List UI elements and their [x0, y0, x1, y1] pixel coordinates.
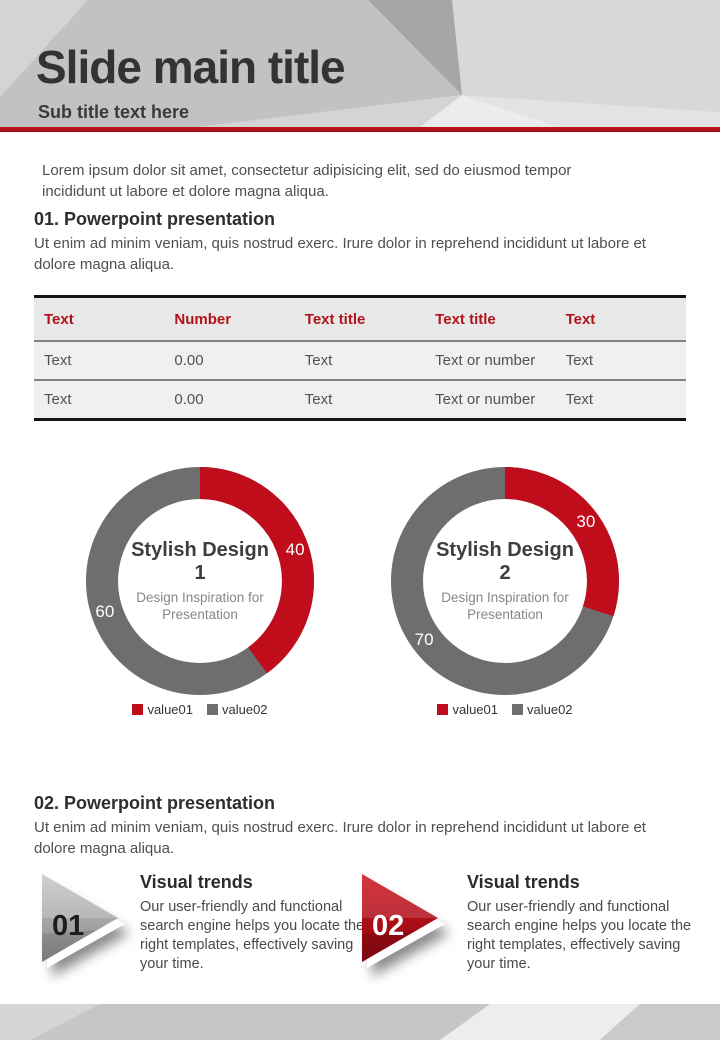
section-1-heading: 01. Powerpoint presentation	[34, 209, 276, 229]
chart-title: Stylish Design 1	[131, 538, 269, 584]
legend-label: value02	[222, 702, 268, 717]
legend-item: value01	[437, 702, 498, 717]
section-1-body: Ut enim ad minim veniam, quis nostrud ex…	[34, 235, 646, 273]
table-header-cell: Text	[34, 296, 165, 341]
table-cell: Text or number	[425, 379, 556, 420]
feature-1-number: 01	[52, 910, 85, 942]
slice-value-label: 60	[95, 601, 115, 621]
chart-subtitle: Design Inspiration for Presentation	[136, 589, 264, 622]
feature-2-body: Our user-friendly and functional search …	[467, 899, 692, 972]
slide-subtitle: Sub title text here	[38, 102, 190, 122]
slide-main-title: Slide main title	[36, 41, 346, 93]
table-row: Text 0.00 Text Text or number Text	[34, 379, 686, 420]
feature-2-number: 02	[372, 910, 405, 942]
section-2-heading: 02. Powerpoint presentation	[34, 793, 276, 813]
table-cell: Text	[294, 379, 426, 420]
donut-chart-2-ring	[391, 467, 619, 695]
table-row: Text 0.00 Text Text or number Text	[34, 340, 686, 380]
donut-chart-1: Stylish Design 1 Design Inspiration for …	[86, 467, 314, 695]
table-header-cell: Text	[555, 296, 686, 341]
footer-polygon-background	[0, 1004, 720, 1040]
legend-marker-gray	[512, 704, 523, 715]
donut-chart-1-ring	[86, 467, 314, 695]
feature-1-triangle	[42, 874, 125, 968]
table-header-cell: Text title	[294, 296, 426, 341]
donut-chart-2-center: Stylish Design 2 Design Inspiration for …	[429, 505, 581, 657]
table-cell: Text	[34, 379, 165, 420]
legend-label: value02	[527, 702, 573, 717]
slice-value-label: 30	[576, 512, 596, 532]
donut-chart-1-center: Stylish Design 1 Design Inspiration for …	[124, 505, 276, 657]
legend-item: value02	[512, 702, 573, 717]
table-cell: 0.00	[164, 379, 295, 420]
legend-item: value02	[207, 702, 268, 717]
table-cell: 0.00	[164, 340, 295, 380]
table-cell: Text	[555, 340, 686, 380]
feature-1-title: Visual trends	[140, 872, 253, 892]
slice-value-label: 70	[414, 629, 434, 649]
chart-subtitle: Design Inspiration for Presentation	[441, 589, 569, 622]
section-2-body: Ut enim ad minim veniam, quis nostrud ex…	[34, 819, 646, 857]
legend-marker-red	[437, 704, 449, 715]
header-polygon-background	[0, 0, 720, 127]
legend-item: value01	[132, 702, 193, 717]
donut-chart-1-legend: value01 value02	[70, 702, 330, 717]
table-header-cell: Text title	[425, 296, 556, 341]
feature-1-body: Our user-friendly and functional search …	[140, 899, 365, 972]
table-cell: Text	[294, 340, 426, 380]
feature-2-title: Visual trends	[467, 872, 580, 892]
chart-title: Stylish Design 2	[436, 538, 574, 584]
intro-text: Lorem ipsum dolor sit amet, consectetur …	[42, 162, 572, 200]
table-cell: Text or number	[425, 340, 556, 380]
table-header-cell: Number	[164, 296, 295, 341]
data-table: Text Number Text title Text title Text T…	[34, 295, 686, 421]
feature-2-triangle	[362, 874, 445, 968]
legend-marker-gray	[207, 704, 218, 715]
legend-marker-red	[132, 704, 144, 715]
table-header-row: Text Number Text title Text title Text	[34, 296, 686, 341]
legend-label: value01	[452, 702, 498, 717]
slice-value-label: 40	[285, 540, 305, 560]
donut-chart-2: Stylish Design 2 Design Inspiration for …	[391, 467, 619, 695]
legend-label: value01	[147, 702, 193, 717]
accent-divider	[0, 127, 720, 132]
table-cell: Text	[555, 379, 686, 420]
table-cell: Text	[34, 340, 165, 380]
donut-chart-2-legend: value01 value02	[375, 702, 635, 717]
